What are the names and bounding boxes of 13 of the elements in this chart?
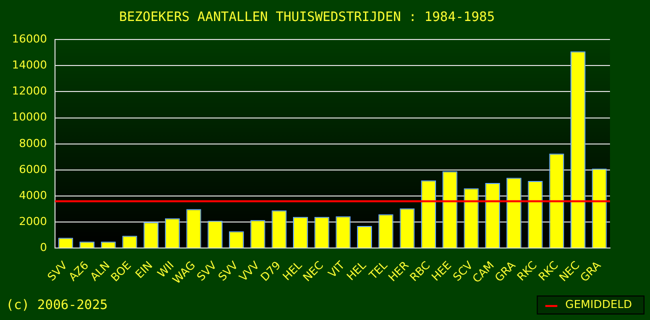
legend-label: GEMIDDELD (565, 298, 632, 311)
y-tick-label: 2000 (18, 214, 47, 228)
y-tick-label: 14000 (12, 58, 47, 72)
chart-title: BEZOEKERS AANTALLEN THUISWEDSTRIJDEN : 1984-1985 (119, 10, 495, 26)
x-tick-label: EIN (132, 258, 156, 282)
y-tick-label: 0 (40, 241, 47, 254)
y-tick-label: 10000 (12, 110, 47, 124)
y-tick-label: 4000 (18, 188, 47, 202)
text: (c) 2006-2025 (6, 298, 108, 313)
y-tick-label: 16000 (12, 32, 47, 46)
y-tick-label: 8000 (18, 136, 47, 150)
y-tick-label: 6000 (18, 162, 47, 176)
y-tick-label: 12000 (12, 84, 47, 98)
